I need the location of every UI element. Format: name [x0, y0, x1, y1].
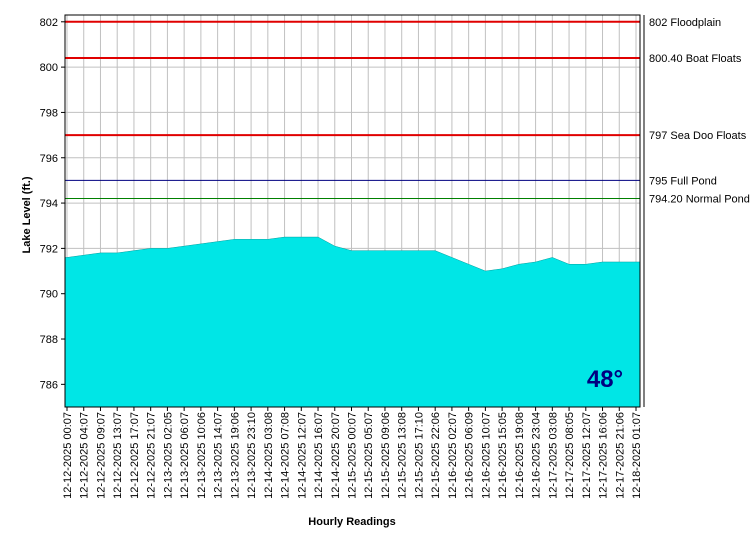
x-tick-label: 12-16-2025 19:08 [514, 412, 526, 499]
x-tick-label: 12-14-2025 16:07 [313, 412, 325, 499]
x-tick-label: 12-14-2025 07:08 [280, 412, 292, 499]
reference-label: 794.20 Normal Pond [649, 194, 750, 206]
x-tick-label: 12-12-2025 13:07 [112, 412, 124, 499]
x-tick-label: 12-16-2025 23:04 [531, 412, 543, 499]
x-tick-label: 12-16-2025 06:09 [464, 412, 476, 499]
x-tick-label: 12-12-2025 09:07 [95, 412, 107, 499]
x-tick-label: 12-13-2025 06:07 [179, 412, 191, 499]
x-tick-label: 12-15-2025 17:10 [413, 412, 425, 499]
x-tick-label: 12-13-2025 23:10 [246, 412, 258, 499]
x-axis-title: Hourly Readings [308, 516, 395, 528]
x-tick-label: 12-16-2025 10:07 [480, 412, 492, 499]
x-tick-label: 12-12-2025 17:07 [129, 412, 141, 499]
reference-label: 800.40 Boat Floats [649, 53, 742, 65]
x-tick-label: 12-14-2025 12:07 [296, 412, 308, 499]
x-tick-label: 12-15-2025 09:06 [380, 412, 392, 499]
x-tick-label: 12-13-2025 10:06 [196, 412, 208, 499]
temperature-badge: 48° [587, 366, 623, 393]
y-tick-label: 796 [40, 153, 58, 165]
x-tick-label: 12-14-2025 03:08 [263, 412, 275, 499]
x-tick-label: 12-16-2025 02:07 [447, 412, 459, 499]
x-tick-label: 12-17-2025 21:06 [614, 412, 626, 499]
x-tick-label: 12-13-2025 19:06 [229, 412, 241, 499]
y-tick-label: 790 [40, 289, 58, 301]
x-tick-label: 12-15-2025 05:07 [363, 412, 375, 499]
x-tick-label: 12-16-2025 15:05 [497, 412, 509, 499]
reference-label: 802 Floodplain [649, 17, 721, 29]
x-tick-label: 12-12-2025 04:07 [79, 412, 91, 499]
x-tick-label: 12-12-2025 00:07 [62, 412, 74, 499]
y-tick-label: 798 [40, 107, 58, 119]
y-tick-label: 788 [40, 334, 58, 346]
reference-label: 797 Sea Doo Floats [649, 130, 747, 142]
x-tick-label: 12-18-2025 01:07 [631, 412, 643, 499]
x-tick-label: 12-17-2025 03:08 [547, 412, 559, 499]
x-tick-label: 12-14-2025 20:07 [330, 412, 342, 499]
y-axis-title: Lake Level (ft.) [21, 176, 33, 253]
y-tick-label: 792 [40, 243, 58, 255]
x-tick-label: 12-17-2025 16:06 [598, 412, 610, 499]
reference-label: 795 Full Pond [649, 175, 717, 187]
plot-frame [64, 14, 641, 408]
x-tick-label: 12-15-2025 22:06 [430, 412, 442, 499]
x-tick-label: 12-17-2025 08:05 [564, 412, 576, 499]
x-tick-label: 12-15-2025 13:08 [397, 412, 409, 499]
x-tick-label: 12-15-2025 00:07 [347, 412, 359, 499]
x-tick-label: 12-13-2025 02:05 [162, 412, 174, 499]
x-tick-label: 12-13-2025 14:07 [213, 412, 225, 499]
y-tick-label: 786 [40, 379, 58, 391]
x-tick-label: 12-12-2025 21:07 [146, 412, 158, 499]
y-tick-label: 800 [40, 62, 58, 74]
y-tick-label: 794 [40, 198, 58, 210]
y-tick-label: 802 [40, 17, 58, 29]
badge-box [579, 354, 631, 400]
x-tick-label: 12-17-2025 12:07 [581, 412, 593, 499]
area [64, 236, 641, 408]
